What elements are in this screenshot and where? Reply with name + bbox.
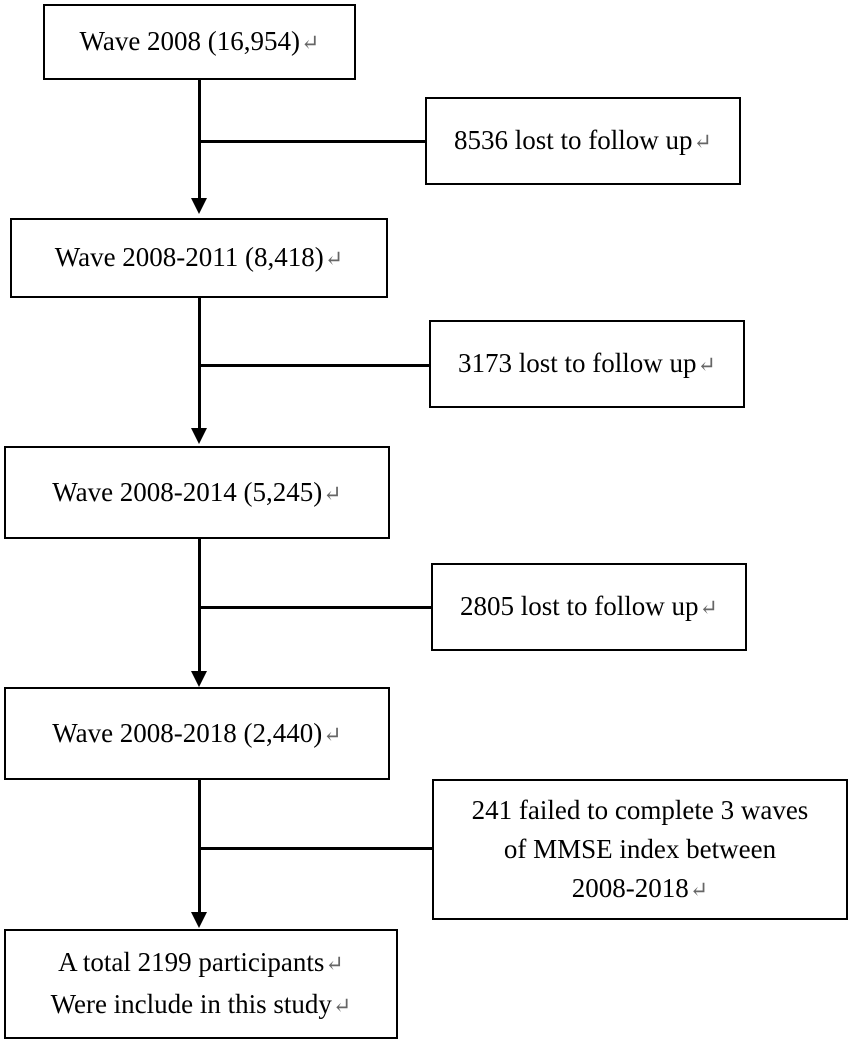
return-mark: ↵ [693, 129, 712, 154]
return-mark: ↵ [323, 480, 342, 506]
return-mark: ↵ [689, 876, 709, 902]
arrow-3 [191, 671, 207, 687]
branch-2 [199, 364, 431, 367]
arrow-2 [191, 428, 207, 444]
connector-2 [198, 296, 201, 430]
return-mark: ↵ [325, 951, 344, 976]
arrow-1 [191, 198, 207, 214]
box-lost-follow-up-3-label: 2805 lost to follow up [460, 591, 699, 621]
branch-1 [199, 140, 427, 143]
return-mark: ↵ [323, 721, 342, 747]
box-lost-follow-up-1: 8536 lost to follow up↵ [425, 97, 741, 185]
box-failed-mmse-line-3: 2008-2018 [571, 872, 689, 903]
box-wave-2008-2014: Wave 2008-2014 (5,245)↵ [4, 446, 390, 539]
box-wave-2008-2011: Wave 2008-2011 (8,418)↵ [10, 218, 388, 298]
box-wave-2008-label: Wave 2008 (16,954) [79, 26, 301, 56]
box-lost-follow-up-2-label: 3173 lost to follow up [458, 348, 697, 378]
box-wave-2008: Wave 2008 (16,954)↵ [43, 4, 356, 80]
return-mark: ↵ [697, 352, 716, 377]
box-lost-follow-up-3: 2805 lost to follow up↵ [431, 563, 747, 651]
box-total-line-2: Were include in this study [50, 989, 332, 1019]
connector-4 [198, 778, 201, 914]
box-failed-mmse-line-2: of MMSE index between [503, 833, 777, 864]
box-lost-follow-up-1-label: 8536 lost to follow up [454, 125, 693, 155]
box-wave-2008-2011-label: Wave 2008-2011 (8,418) [54, 242, 324, 272]
connector-1 [198, 78, 201, 200]
box-total-participants: A total 2199 participants↵ Were include … [4, 929, 398, 1039]
arrow-4 [191, 912, 207, 928]
return-mark: ↵ [301, 30, 320, 55]
branch-4 [199, 847, 434, 850]
box-wave-2008-2014-label: Wave 2008-2014 (5,245) [52, 476, 323, 507]
box-failed-mmse-line-1: 241 failed to complete 3 waves [471, 794, 809, 825]
return-mark: ↵ [699, 595, 718, 620]
return-mark: ↵ [324, 246, 344, 271]
return-mark: ↵ [332, 993, 352, 1018]
connector-3 [198, 537, 201, 673]
box-total-line-1: A total 2199 participants [58, 947, 325, 977]
box-failed-mmse: 241 failed to complete 3 waves of MMSE i… [432, 779, 848, 920]
box-lost-follow-up-2: 3173 lost to follow up↵ [429, 320, 745, 408]
box-wave-2008-2018: Wave 2008-2018 (2,440)↵ [4, 687, 390, 780]
box-wave-2008-2018-label: Wave 2008-2018 (2,440) [52, 717, 323, 748]
branch-3 [199, 606, 433, 609]
